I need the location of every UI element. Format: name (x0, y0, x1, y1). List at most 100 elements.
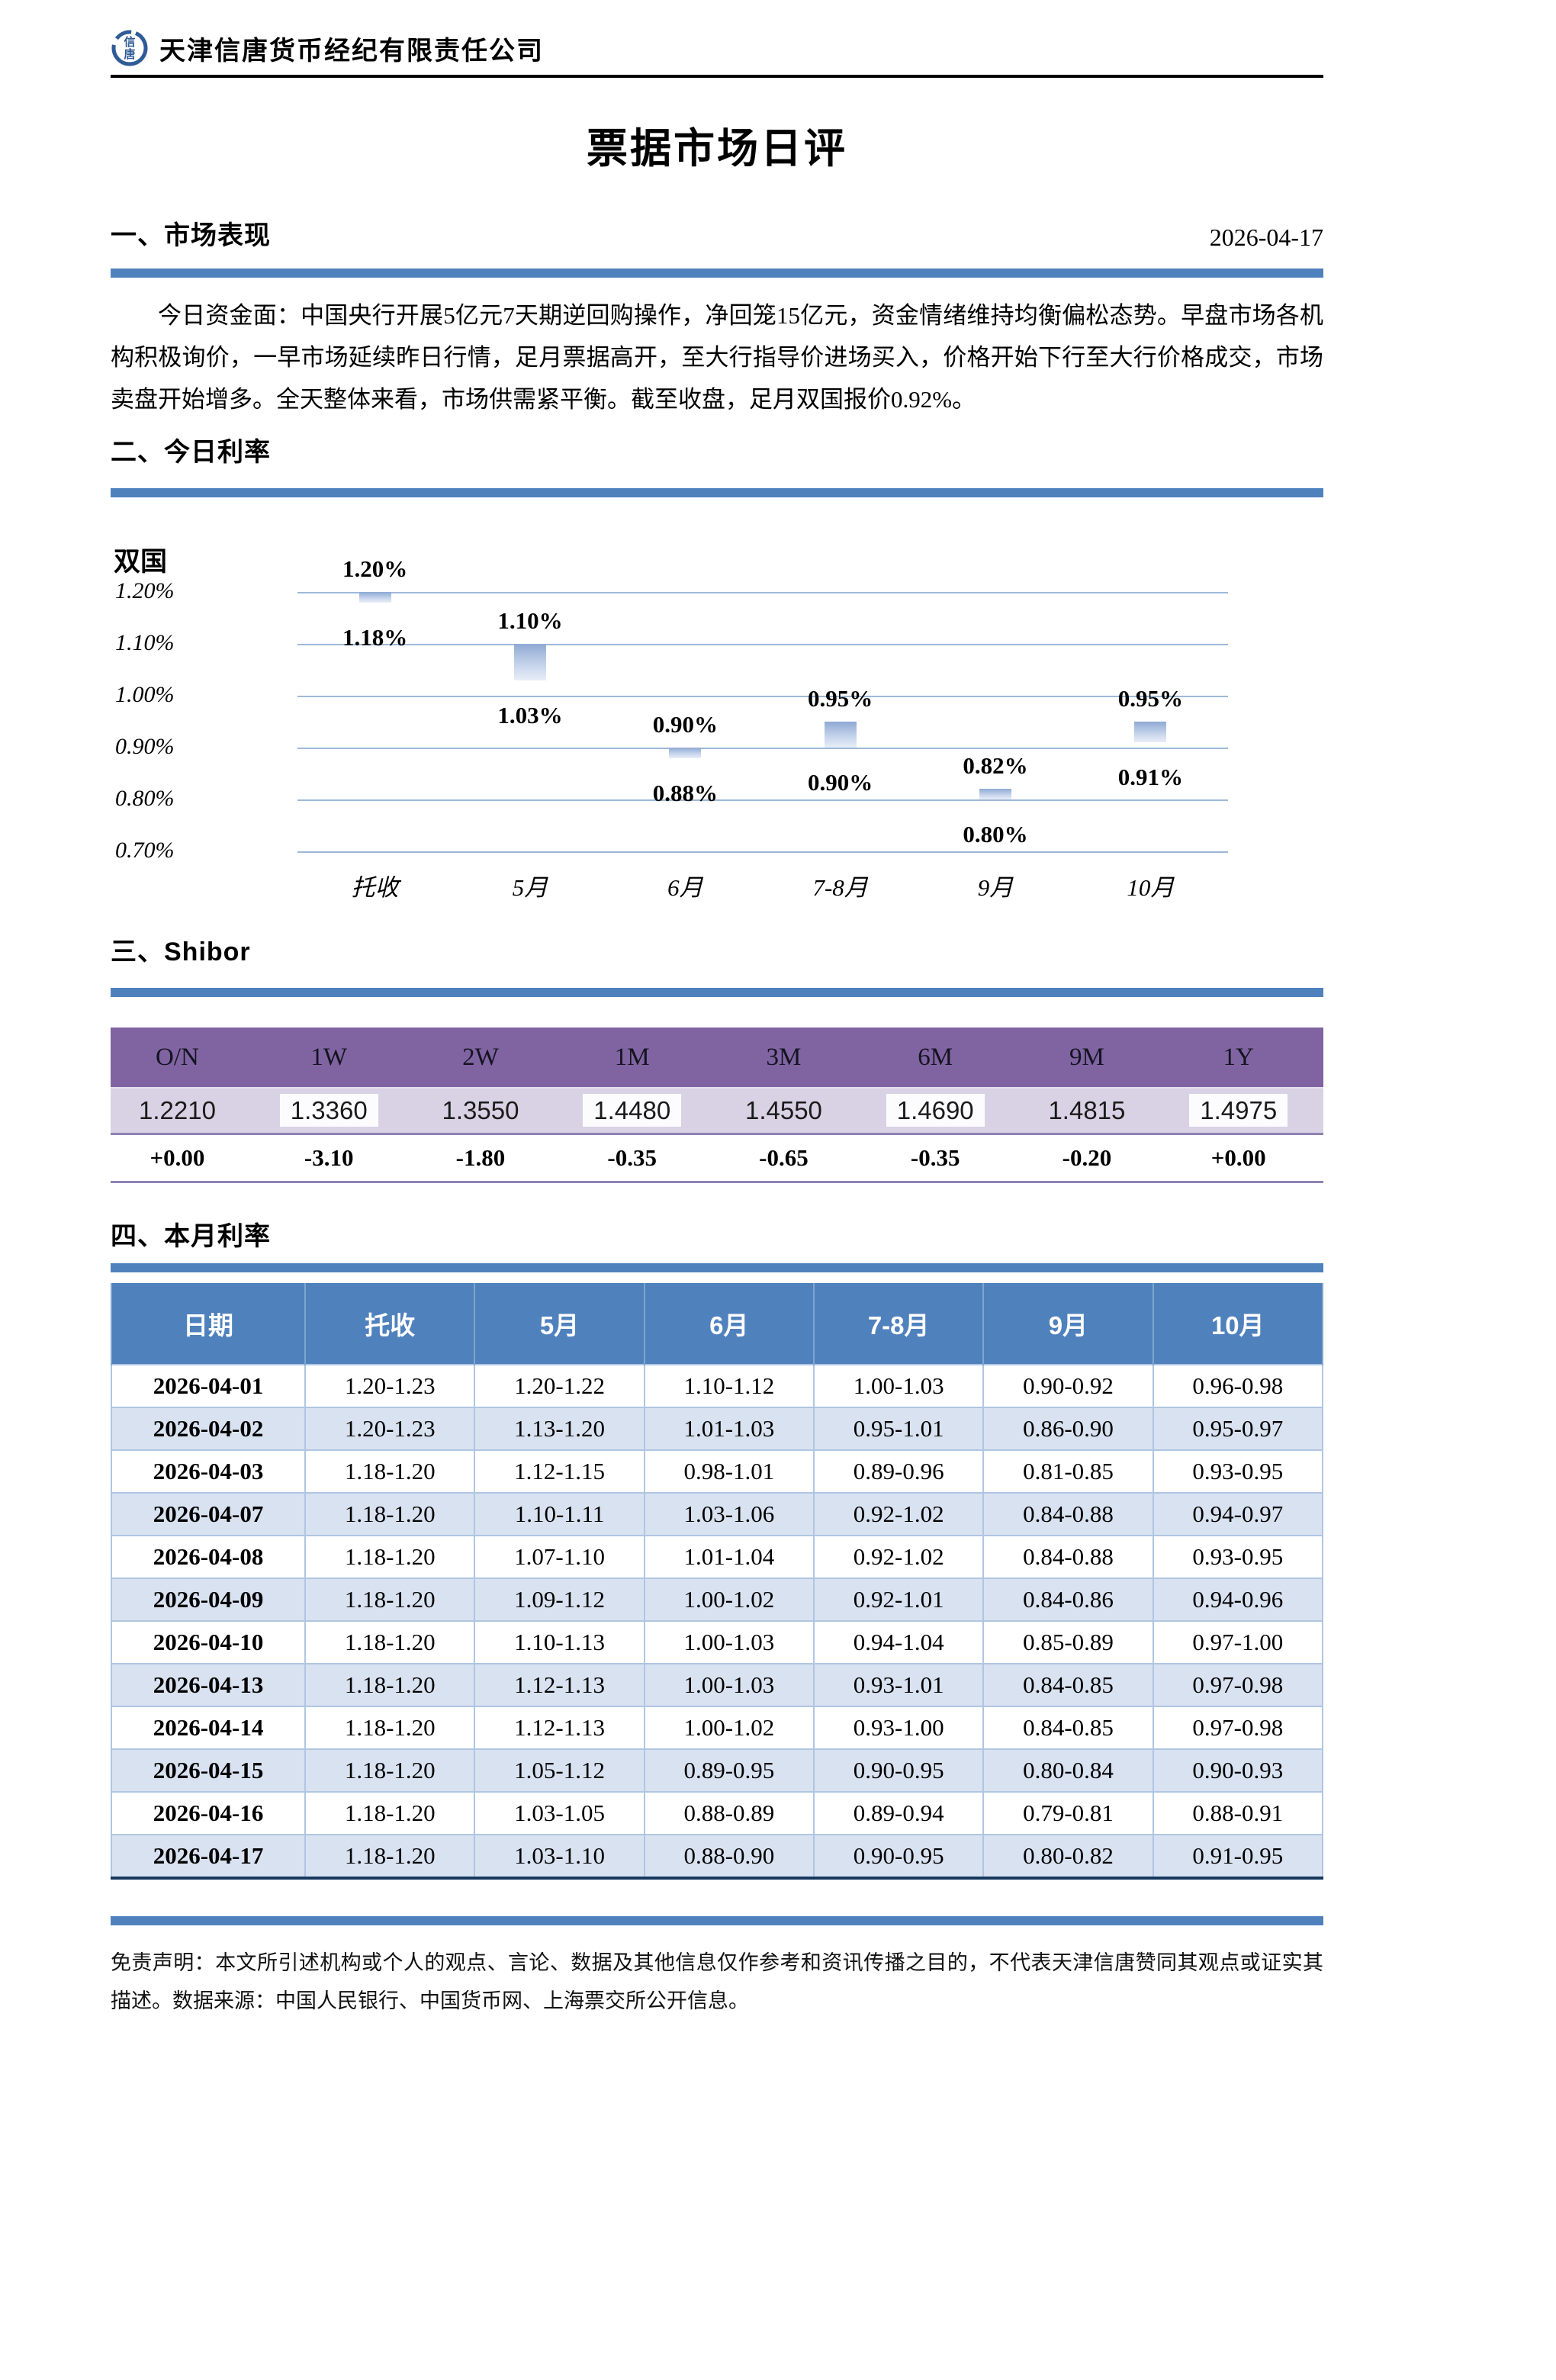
shibor-table: O/N 1W 2W 1M 3M 6M 9M 1Y 1.2210 1.3360 1.3550 1.448… (111, 1028, 1323, 1183)
chart-gridline (297, 592, 1228, 593)
shibor-tenor-label: 1Y (1153, 1028, 1323, 1089)
rate-range-cell: 0.98-1.01 (643, 1449, 815, 1494)
rate-range-cell: 1.03-1.10 (474, 1834, 645, 1879)
row-date: 2026-04-07 (110, 1492, 307, 1536)
range-bar (1134, 722, 1167, 743)
rate-range-cell: 1.20-1.22 (474, 1364, 645, 1408)
shibor-tenor-label: 9M (1020, 1028, 1154, 1089)
shibor-value: 1.4480 (583, 1094, 682, 1127)
rate-range-cell: 0.97-0.98 (1152, 1663, 1324, 1707)
rate-range-cell: 1.12-1.15 (474, 1449, 645, 1494)
monthly-column-header: 6月 (643, 1283, 815, 1365)
rate-range-cell: 1.18-1.20 (304, 1578, 476, 1622)
shibor-value: 1.3550 (442, 1096, 519, 1124)
rate-range-cell: 1.18-1.20 (304, 1492, 476, 1536)
monthly-column-header: 托收 (304, 1283, 476, 1365)
x-axis-category-label: 9月 (977, 874, 1014, 901)
rate-range-cell: 0.90-0.95 (813, 1834, 985, 1879)
section2-divider (111, 488, 1323, 497)
shibor-change-value: -0.35 (547, 1134, 717, 1183)
monthly-table-row: 2026-04-17 1.18-1.20 1.03-1.10 0.88-0.90 0.9… (110, 1834, 1324, 1879)
rate-range-cell: 0.81-0.85 (982, 1449, 1154, 1494)
rate-range-cell: 0.88-0.89 (643, 1791, 815, 1835)
chart-gridline (297, 851, 1228, 853)
shibor-value: 1.4550 (744, 1096, 822, 1124)
monthly-table-row: 2026-04-14 1.18-1.20 1.12-1.13 1.00-1.02 0.9… (110, 1706, 1324, 1750)
bar-low-label: 0.88% (652, 779, 718, 806)
bar-high-label: 1.20% (342, 555, 408, 582)
monthly-column-header: 5月 (474, 1283, 645, 1365)
shibor-value-cell: 1.4550 (716, 1088, 850, 1135)
shibor-tenor-label: O/N (111, 1028, 244, 1089)
shibor-change-value: -0.65 (716, 1134, 850, 1183)
shibor-tenor-label: 3M (716, 1028, 850, 1089)
rate-range-cell: 0.92-1.02 (813, 1535, 985, 1579)
section4-divider (111, 1263, 1323, 1272)
bar-high-label: 0.82% (963, 752, 1028, 780)
row-date: 2026-04-15 (110, 1748, 307, 1793)
rate-range-cell: 0.93-0.95 (1152, 1449, 1324, 1494)
market-commentary: 今日资金面：中国央行开展5亿元7天期逆回购操作，净回笼15亿元，资金情绪维持均衡… (111, 302, 1323, 413)
rate-range-cell: 0.92-1.01 (813, 1578, 985, 1622)
rate-range-cell: 0.94-0.96 (1152, 1578, 1324, 1622)
monthly-column-header: 7-8月 (813, 1283, 985, 1365)
rate-range-cell: 0.90-0.95 (813, 1748, 985, 1793)
section1-header: 一、市场表现 2026-04-17 (111, 214, 1323, 252)
rate-range-cell: 0.90-0.93 (1152, 1748, 1324, 1793)
chart-gridline (297, 799, 1228, 801)
row-date: 2026-04-08 (110, 1535, 307, 1579)
rate-range-cell: 1.18-1.20 (304, 1834, 476, 1879)
shibor-tenor-label: 1M (547, 1028, 717, 1089)
shibor-change-row: +0.00 -3.10 -1.80 -0.35 -0.65 -0.35 -0.20 +0.00 (111, 1134, 1323, 1183)
bar-low-label: 1.18% (342, 623, 408, 651)
monthly-column-header: 10月 (1152, 1283, 1324, 1365)
rate-range-cell: 1.00-1.03 (643, 1620, 815, 1664)
shibor-change-value: +0.00 (1153, 1134, 1323, 1183)
x-axis-category-label: 托收 (351, 874, 399, 901)
rate-range-cell: 0.92-1.02 (813, 1492, 985, 1536)
document: 信 唐 天津信唐货币经纪有限责任公司 票据市场日评 一、市场表现 2026-04… (110, 0, 1324, 2020)
rate-range-cell: 1.01-1.03 (643, 1407, 815, 1451)
rate-range-cell: 0.84-0.88 (982, 1492, 1154, 1536)
monthly-rate-table: 日期 托收 5月 6月 7-8月 9月 10月 2026-04-01 1.20-1.23 1.2… (110, 1283, 1324, 1880)
rate-range-cell: 1.01-1.04 (643, 1535, 815, 1579)
chart-gridline (297, 696, 1228, 697)
rate-range-cell: 0.80-0.84 (982, 1748, 1154, 1793)
rate-range-cell: 0.93-1.00 (813, 1706, 985, 1750)
row-date: 2026-04-13 (110, 1663, 307, 1707)
shibor-change-value: +0.00 (111, 1134, 244, 1183)
monthly-column-header: 日期 (110, 1283, 307, 1365)
rate-range-cell: 0.84-0.86 (982, 1578, 1154, 1622)
range-bar (979, 789, 1011, 799)
chart-gridline (297, 644, 1228, 645)
rate-range-cell: 1.18-1.20 (304, 1535, 476, 1579)
rate-range-cell: 1.18-1.20 (304, 1791, 476, 1835)
monthly-table-row: 2026-04-07 1.18-1.20 1.10-1.11 1.03-1.06 0.9… (110, 1492, 1324, 1536)
shibor-header-row: O/N 1W 2W 1M 3M 6M 9M 1Y (111, 1028, 1323, 1089)
x-axis-category-label: 10月 (1127, 874, 1175, 901)
rate-range-cell: 1.18-1.20 (304, 1449, 476, 1494)
y-axis-tick-label: 0.90% (115, 734, 175, 759)
rate-range-cell: 0.88-0.91 (1152, 1791, 1324, 1835)
rate-range-chart: 双国 1.20% 1.10% 1.00% 0.90% 0.80% 0.70% 1.20% 1.… (111, 539, 1323, 920)
shibor-change-value: -3.10 (243, 1134, 414, 1183)
rate-range-cell: 1.18-1.20 (304, 1620, 476, 1664)
rate-range-cell: 0.89-0.95 (643, 1748, 815, 1793)
row-date: 2026-04-03 (110, 1449, 307, 1494)
report-date: 2026-04-17 (1209, 224, 1323, 251)
row-date: 2026-04-01 (110, 1364, 307, 1408)
rate-range-cell: 0.89-0.94 (813, 1791, 985, 1835)
row-date: 2026-04-16 (110, 1791, 307, 1835)
rate-range-cell: 1.10-1.11 (474, 1492, 645, 1536)
bar-low-label: 0.90% (808, 769, 873, 796)
rate-range-cell: 0.86-0.90 (982, 1407, 1154, 1451)
row-date: 2026-04-02 (110, 1407, 307, 1451)
section3-header: 三、Shibor (111, 931, 1323, 968)
rate-range-cell: 1.03-1.05 (474, 1791, 645, 1835)
rate-range-cell: 0.90-0.92 (982, 1364, 1154, 1408)
rate-range-cell: 1.03-1.06 (643, 1492, 815, 1536)
rate-range-cell: 0.91-0.95 (1152, 1834, 1324, 1879)
shibor-tenor-label: 1W (243, 1028, 414, 1089)
monthly-table-row: 2026-04-03 1.18-1.20 1.12-1.15 0.98-1.01 0.8… (110, 1449, 1324, 1494)
